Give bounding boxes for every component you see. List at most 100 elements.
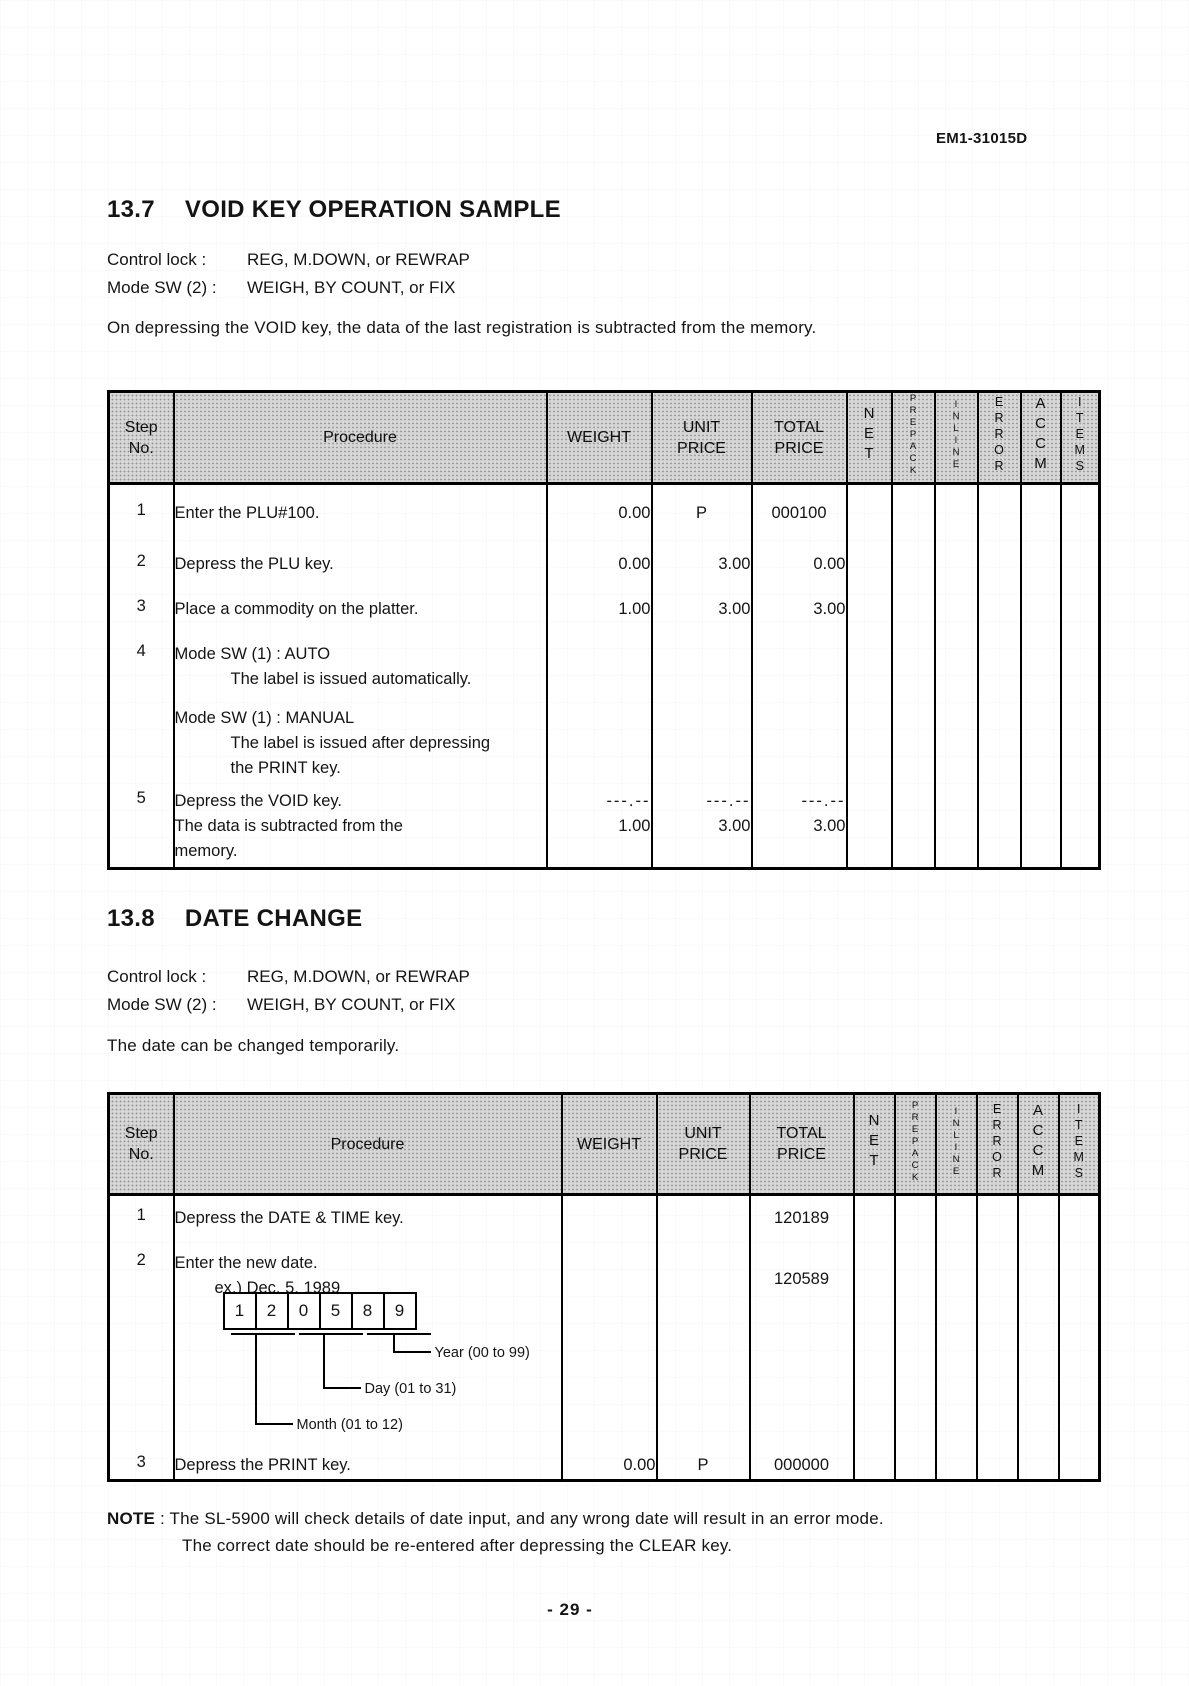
total-price-cell: 120189 [748,1194,855,1245]
procedure-cell: Depress the PLU key. [172,539,548,585]
year-range-label: Year (00 to 99) [434,1344,530,1361]
step-cell: 2 [107,1244,175,1439]
note-separator: : [155,1509,170,1528]
section-number: 13.8 [107,905,155,932]
table-header-row: Step No. Procedure WEIGHT UNIT PRICE TOTAL… [107,1092,1101,1196]
col-net: NET [852,1092,896,1196]
unit-price-cell: ---.-- 3.00 [650,780,753,869]
note-block: NOTE : The SL-5900 will check details of… [107,1505,1097,1559]
mode-sw-label: Mode SW (2) : [107,278,217,297]
void-key-table: Step No. Procedure WEIGHT UNIT PRICE TOTAL… [107,390,1101,870]
mode-sw-label: Mode SW (2) : [107,995,217,1014]
month-range-label: Month (01 to 12) [296,1416,403,1433]
col-total-price: TOTAL PRICE [750,390,848,485]
table-row: 1 Depress the DATE & TIME key. 120189 [107,1194,1101,1245]
note-line-2: The correct date should be re-entered af… [182,1536,733,1555]
weight-cell: 1.00 [545,584,653,630]
mode-sw-row: Mode SW (2) : WEIGH, BY COUNT, or FIX [107,991,470,1019]
digit-key: 5 [318,1291,353,1330]
section-heading-13-7: 13.7 VOID KEY OPERATION SAMPLE [107,196,561,224]
day-underline [298,1332,363,1335]
col-prepack: PREPACK [890,390,936,485]
col-total-price: TOTAL PRICE [748,1092,855,1196]
procedure-cell: Depress the VOID key. The data is subtra… [172,780,548,869]
procedure-cell: Mode SW (1) : AUTO The label is issued a… [172,629,548,781]
control-lock-value: REG, M.DOWN, or REWRAP [247,250,470,269]
step-cell: 4 [107,629,175,781]
col-step: Step No. [107,1092,175,1196]
total-price-cell: 000100 [750,483,848,540]
col-step: Step No. [107,390,175,485]
unit-price-cell: 3.00 [650,539,753,585]
unit-price-cell: P [650,483,753,540]
section2-intro: The date can be changed temporarily. [107,1036,400,1055]
digit-key: 9 [382,1291,417,1330]
table-row: 2 Enter the new date. ex.) Dec. 5, 1989 … [107,1244,1101,1439]
control-lock-row: Control lock : REG, M.DOWN, or REWRAP [107,963,470,991]
digit-key: 1 [222,1291,257,1330]
col-accm: ACCM [1019,390,1062,485]
day-pointer-line [322,1334,361,1389]
day-range-label: Day (01 to 31) [364,1380,457,1397]
step-cell: 5 [107,780,175,869]
table-row: 3 Place a commodity on the platter. 1.00… [107,584,1101,630]
col-accm: ACCM [1016,1092,1060,1196]
year-pointer-line [392,1334,431,1353]
section-heading-13-8: 13.8 DATE CHANGE [107,905,362,933]
weight-cell: 0.00 [560,1438,658,1481]
col-unit-price: UNIT PRICE [650,390,753,485]
col-items: ITEMS [1057,1092,1101,1196]
control-lock-label: Control lock : [107,250,207,269]
procedure-cell: Place a commodity on the platter. [172,584,548,630]
col-prepack: PREPACK [893,1092,937,1196]
procedure-cell: Depress the PRINT key. [172,1438,563,1481]
document-number: EM1-31015D [936,130,1028,147]
unit-price-cell: 3.00 [650,584,753,630]
section-number: 13.7 [107,196,155,223]
digit-key: 8 [350,1291,385,1330]
month-underline [230,1332,295,1335]
col-procedure: Procedure [172,1092,563,1196]
table-row: 4 Mode SW (1) : AUTO The label is issued… [107,629,1101,781]
note-label: NOTE [107,1509,156,1528]
table-row: 3 Depress the PRINT key. 0.00 P 000000 [107,1438,1101,1481]
step-cell: 3 [107,584,175,630]
col-error: ERROR [975,1092,1019,1196]
total-price-cell: 000000 [748,1438,855,1481]
col-net: NET [845,390,893,485]
control-lock-label: Control lock : [107,967,207,986]
table-row: 1 Enter the PLU#100. 0.00 P 000100 [107,483,1101,540]
year-underline [366,1332,431,1335]
step-cell: 1 [107,1194,175,1245]
digit-key: 0 [286,1291,321,1330]
col-weight: WEIGHT [560,1092,658,1196]
weight-cell: ---.-- 1.00 [545,780,653,869]
weight-cell: 0.00 [545,483,653,540]
total-price-cell: 120589 [748,1244,855,1439]
col-inline: INLINE [934,1092,978,1196]
month-pointer-line [254,1334,293,1425]
date-change-table: Step No. Procedure WEIGHT UNIT PRICE TOTAL… [107,1092,1101,1482]
mode-sw-row: Mode SW (2) : WEIGH, BY COUNT, or FIX [107,274,470,302]
col-weight: WEIGHT [545,390,653,485]
col-items: ITEMS [1059,390,1101,485]
section-title: VOID KEY OPERATION SAMPLE [184,196,561,223]
table-row: 5 Depress the VOID key. The data is subt… [107,780,1101,869]
page-number: - 29 - [547,1600,593,1619]
section1-intro: On depressing the VOID key, the data of … [107,318,817,337]
mode-sw-value: WEIGH, BY COUNT, or FIX [247,278,456,297]
step-cell: 1 [107,483,175,540]
mode-sw-value: WEIGH, BY COUNT, or FIX [247,995,456,1014]
control-lock-row: Control lock : REG, M.DOWN, or REWRAP [107,246,470,274]
total-price-cell: ---.-- 3.00 [750,780,848,869]
col-inline: INLINE [933,390,979,485]
procedure-cell: Enter the new date. ex.) Dec. 5, 1989 1 … [172,1244,563,1439]
total-price-cell: 0.00 [750,539,848,585]
step-cell: 2 [107,539,175,585]
col-procedure: Procedure [172,390,548,485]
date-digit-keys: 1 2 0 5 8 9 [222,1291,417,1330]
procedure-cell: Depress the DATE & TIME key. [172,1194,563,1245]
col-unit-price: UNIT PRICE [655,1092,751,1196]
section-title: DATE CHANGE [184,905,363,932]
